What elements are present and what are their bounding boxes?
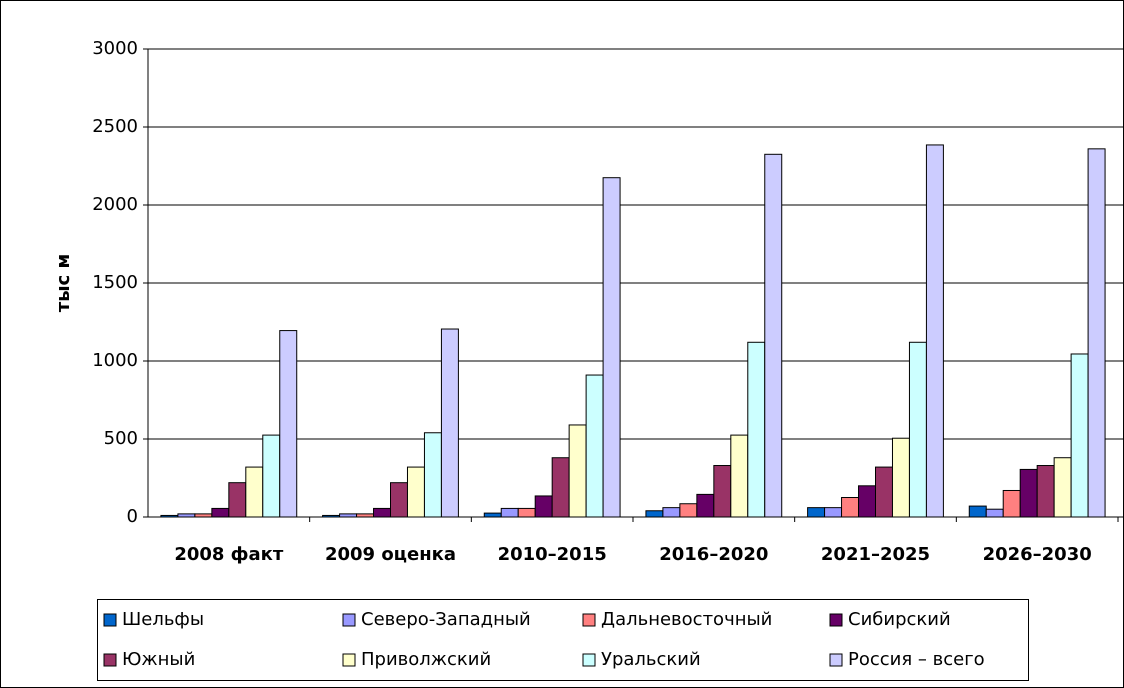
legend-swatch bbox=[582, 653, 596, 667]
bar bbox=[551, 457, 570, 518]
bar bbox=[423, 432, 442, 518]
bar bbox=[262, 434, 281, 518]
y-tick-label: 2500 bbox=[92, 116, 138, 137]
bar bbox=[356, 513, 375, 518]
bar bbox=[602, 177, 621, 518]
x-tick-label: 2021–2025 bbox=[821, 544, 930, 565]
y-tick-label: 2000 bbox=[92, 194, 138, 215]
bar bbox=[406, 466, 425, 518]
legend-label: Южный bbox=[122, 649, 195, 670]
bar bbox=[1002, 489, 1021, 518]
bar bbox=[858, 485, 877, 518]
bar bbox=[228, 482, 247, 518]
bar bbox=[875, 466, 893, 518]
bar bbox=[339, 513, 358, 518]
legend-swatch bbox=[582, 613, 596, 627]
bar bbox=[925, 144, 944, 518]
bar bbox=[1070, 353, 1089, 518]
bar bbox=[679, 503, 698, 518]
x-tick-label: 2010–2015 bbox=[498, 544, 607, 565]
bar bbox=[968, 505, 987, 518]
bar bbox=[440, 328, 459, 518]
x-tick-label: 2009 оценка bbox=[325, 544, 456, 565]
bar bbox=[985, 508, 1004, 518]
legend-label: Россия – всего bbox=[848, 649, 985, 670]
bar bbox=[1087, 148, 1106, 518]
bar bbox=[824, 507, 843, 518]
bar bbox=[1036, 465, 1055, 518]
legend-label: Северо-Западный bbox=[361, 609, 531, 630]
bar bbox=[483, 512, 502, 518]
bar bbox=[645, 510, 664, 518]
bar bbox=[194, 513, 213, 518]
y-tick-label: 0 bbox=[127, 506, 138, 527]
bar bbox=[585, 374, 604, 518]
y-tick-label: 3000 bbox=[92, 38, 138, 59]
legend-swatch bbox=[829, 653, 843, 667]
bar bbox=[534, 495, 553, 518]
bar bbox=[160, 514, 179, 518]
legend-swatch bbox=[103, 653, 117, 667]
bar bbox=[713, 465, 732, 518]
x-tick-label: 2008 факт bbox=[174, 544, 284, 565]
legend-label: Сибирский bbox=[848, 609, 951, 630]
bar bbox=[568, 424, 587, 518]
bar bbox=[908, 341, 927, 518]
bar bbox=[177, 513, 196, 518]
bar bbox=[841, 497, 860, 518]
x-tick-label: 2026–2030 bbox=[983, 544, 1092, 565]
bar bbox=[662, 507, 681, 518]
y-tick-label: 1000 bbox=[92, 350, 138, 371]
bar bbox=[390, 482, 408, 518]
legend-label: Дальневосточный bbox=[601, 609, 772, 630]
y-tick-label: 500 bbox=[104, 428, 138, 449]
bar bbox=[211, 507, 230, 518]
bar bbox=[373, 507, 391, 518]
legend-swatch bbox=[342, 653, 356, 667]
bar bbox=[517, 507, 536, 518]
bar bbox=[747, 341, 766, 518]
bar bbox=[322, 514, 341, 518]
legend-label: Шельфы bbox=[122, 609, 204, 630]
x-tick-label: 2016–2020 bbox=[659, 544, 768, 565]
y-tick-label: 1500 bbox=[92, 272, 138, 293]
bar bbox=[730, 434, 749, 518]
legend-swatch bbox=[103, 613, 117, 627]
bar bbox=[245, 466, 264, 518]
bar bbox=[279, 330, 298, 518]
bar bbox=[696, 493, 715, 518]
bar bbox=[1053, 457, 1072, 518]
legend-label: Приволжский bbox=[361, 649, 491, 670]
legend-label: Уральский bbox=[601, 649, 701, 670]
bar bbox=[1019, 468, 1038, 518]
bar bbox=[764, 153, 783, 518]
bar bbox=[500, 507, 519, 518]
y-axis-label: тыс м bbox=[53, 254, 74, 312]
legend-swatch bbox=[342, 613, 356, 627]
bar bbox=[807, 507, 826, 518]
legend-swatch bbox=[829, 613, 843, 627]
bar bbox=[891, 437, 910, 518]
legend bbox=[97, 599, 1029, 681]
